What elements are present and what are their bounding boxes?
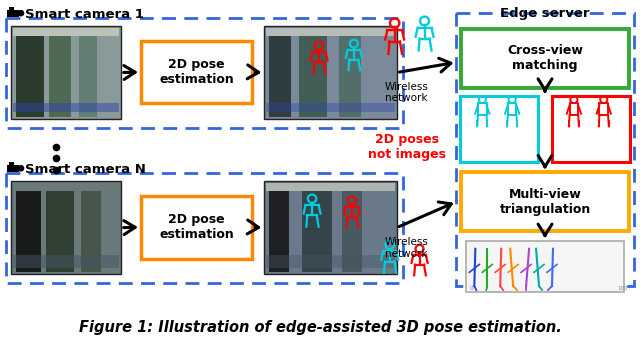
Bar <box>13 102 119 112</box>
Bar <box>269 36 291 117</box>
Bar <box>269 191 289 272</box>
Bar <box>264 26 397 119</box>
Text: 2D poses
not images: 2D poses not images <box>367 133 445 161</box>
Text: Edge server: Edge server <box>500 7 590 20</box>
Bar <box>12 181 121 274</box>
Text: 0: 0 <box>469 286 473 291</box>
Bar <box>10 163 14 165</box>
Bar <box>8 10 19 17</box>
Text: Wireless
network: Wireless network <box>385 82 429 103</box>
Bar <box>6 18 403 128</box>
Circle shape <box>19 11 24 16</box>
Bar <box>46 191 74 272</box>
Bar <box>13 28 119 36</box>
Bar <box>461 29 628 88</box>
Text: Cross-view
matching: Cross-view matching <box>507 44 583 72</box>
Bar <box>79 36 97 117</box>
Bar <box>10 7 14 10</box>
Bar <box>552 96 630 163</box>
Bar <box>302 191 332 272</box>
Text: Smart camera N: Smart camera N <box>26 163 146 176</box>
Bar <box>264 181 397 274</box>
Bar <box>460 96 538 163</box>
Text: Figure 1: Illustration of edge-assisted 3D pose estimation.: Figure 1: Illustration of edge-assisted … <box>79 320 561 336</box>
Bar <box>299 36 327 117</box>
Bar <box>17 191 41 272</box>
Text: Smart camera 1: Smart camera 1 <box>26 8 144 21</box>
Bar <box>467 241 623 292</box>
Bar <box>49 36 71 117</box>
Bar <box>266 28 395 36</box>
Bar <box>6 173 403 283</box>
Text: 2D pose
estimation: 2D pose estimation <box>159 213 234 241</box>
Bar <box>141 196 252 259</box>
Text: Multi-view
triangulation: Multi-view triangulation <box>499 188 591 216</box>
Text: 100: 100 <box>618 286 628 291</box>
Text: Wireless
network: Wireless network <box>385 237 429 259</box>
Bar <box>266 183 395 191</box>
Text: 2D pose
estimation: 2D pose estimation <box>159 58 234 86</box>
Bar <box>17 36 44 117</box>
Bar <box>266 102 395 112</box>
Bar <box>12 26 121 119</box>
Bar <box>81 191 101 272</box>
Bar <box>456 13 634 286</box>
Bar <box>342 191 362 272</box>
Bar <box>461 172 628 231</box>
Bar <box>8 165 19 172</box>
Circle shape <box>19 166 24 171</box>
Bar <box>141 41 252 103</box>
Bar <box>13 255 119 268</box>
Bar <box>266 255 395 268</box>
Bar <box>339 36 361 117</box>
